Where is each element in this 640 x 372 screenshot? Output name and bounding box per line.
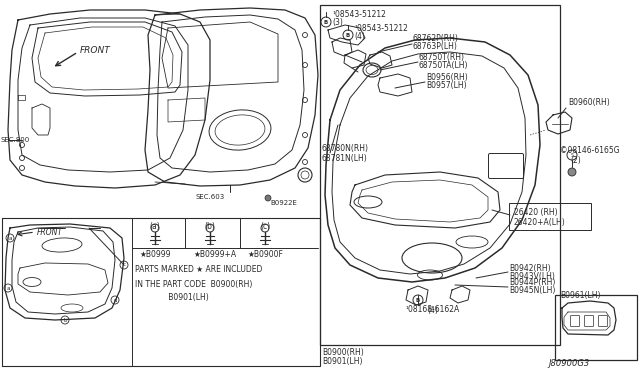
- Text: B0945N(LH): B0945N(LH): [509, 286, 556, 295]
- Text: ©08146-6165G: ©08146-6165G: [560, 145, 620, 154]
- Text: B: B: [324, 19, 328, 25]
- Text: SEC.800: SEC.800: [0, 137, 29, 143]
- Text: a: a: [6, 285, 10, 291]
- Text: (2): (2): [570, 155, 580, 164]
- Text: b: b: [63, 317, 67, 323]
- Text: (c): (c): [260, 222, 270, 231]
- Text: (3): (3): [332, 17, 343, 26]
- Text: c: c: [122, 263, 125, 267]
- Text: FRONT: FRONT: [37, 228, 63, 237]
- Text: (b): (b): [205, 222, 216, 231]
- Text: 68750T(RH): 68750T(RH): [419, 52, 465, 61]
- Text: 26420+A(LH): 26420+A(LH): [514, 218, 566, 227]
- Text: B0943V(LH): B0943V(LH): [509, 272, 555, 280]
- Text: J80900G3: J80900G3: [548, 359, 590, 368]
- Text: ¹08543-51212: ¹08543-51212: [354, 23, 408, 32]
- Text: 68781N(LH): 68781N(LH): [322, 154, 368, 163]
- Text: B0901(LH): B0901(LH): [322, 357, 362, 366]
- Text: ★B0900F: ★B0900F: [248, 250, 284, 259]
- Circle shape: [265, 195, 271, 201]
- Text: SEC.603: SEC.603: [195, 194, 224, 200]
- Text: (4): (4): [354, 32, 365, 41]
- Circle shape: [568, 168, 576, 176]
- Text: B0957(LH): B0957(LH): [426, 80, 467, 90]
- Text: B0961(LH): B0961(LH): [560, 291, 600, 300]
- Text: 26420 (RH): 26420 (RH): [514, 208, 557, 217]
- Text: B0922E: B0922E: [270, 200, 297, 206]
- Text: ¹08168-6162A: ¹08168-6162A: [405, 305, 460, 314]
- Text: B0942(RH): B0942(RH): [509, 263, 550, 273]
- Text: B0900(RH): B0900(RH): [322, 348, 364, 357]
- Text: 68750TA(LH): 68750TA(LH): [419, 61, 468, 70]
- Text: B: B: [416, 298, 420, 302]
- Text: a: a: [8, 235, 12, 241]
- Text: ★B0999: ★B0999: [140, 250, 172, 259]
- Text: (4): (4): [427, 305, 438, 314]
- Text: IN THE PART CODE  B0900(RH): IN THE PART CODE B0900(RH): [135, 280, 252, 289]
- Text: d: d: [113, 298, 116, 302]
- Text: S: S: [570, 153, 573, 157]
- Text: 68780N(RH): 68780N(RH): [322, 144, 369, 153]
- Text: PARTS MARKED ★ ARE INCLUDED: PARTS MARKED ★ ARE INCLUDED: [135, 265, 262, 274]
- Text: B0956(RH): B0956(RH): [426, 73, 468, 81]
- Text: ★B0999+A: ★B0999+A: [193, 250, 236, 259]
- Text: 68763P(LH): 68763P(LH): [413, 42, 458, 51]
- Text: FRONT: FRONT: [80, 45, 111, 55]
- Text: B0944P(RH): B0944P(RH): [509, 279, 556, 288]
- Text: (a): (a): [150, 222, 161, 231]
- Text: 68762P(RH): 68762P(RH): [413, 33, 459, 42]
- Text: B: B: [346, 32, 350, 38]
- Text: B0960(RH): B0960(RH): [568, 97, 610, 106]
- Text: ¹08543-51212: ¹08543-51212: [332, 10, 386, 19]
- Text: B0901(LH): B0901(LH): [135, 293, 209, 302]
